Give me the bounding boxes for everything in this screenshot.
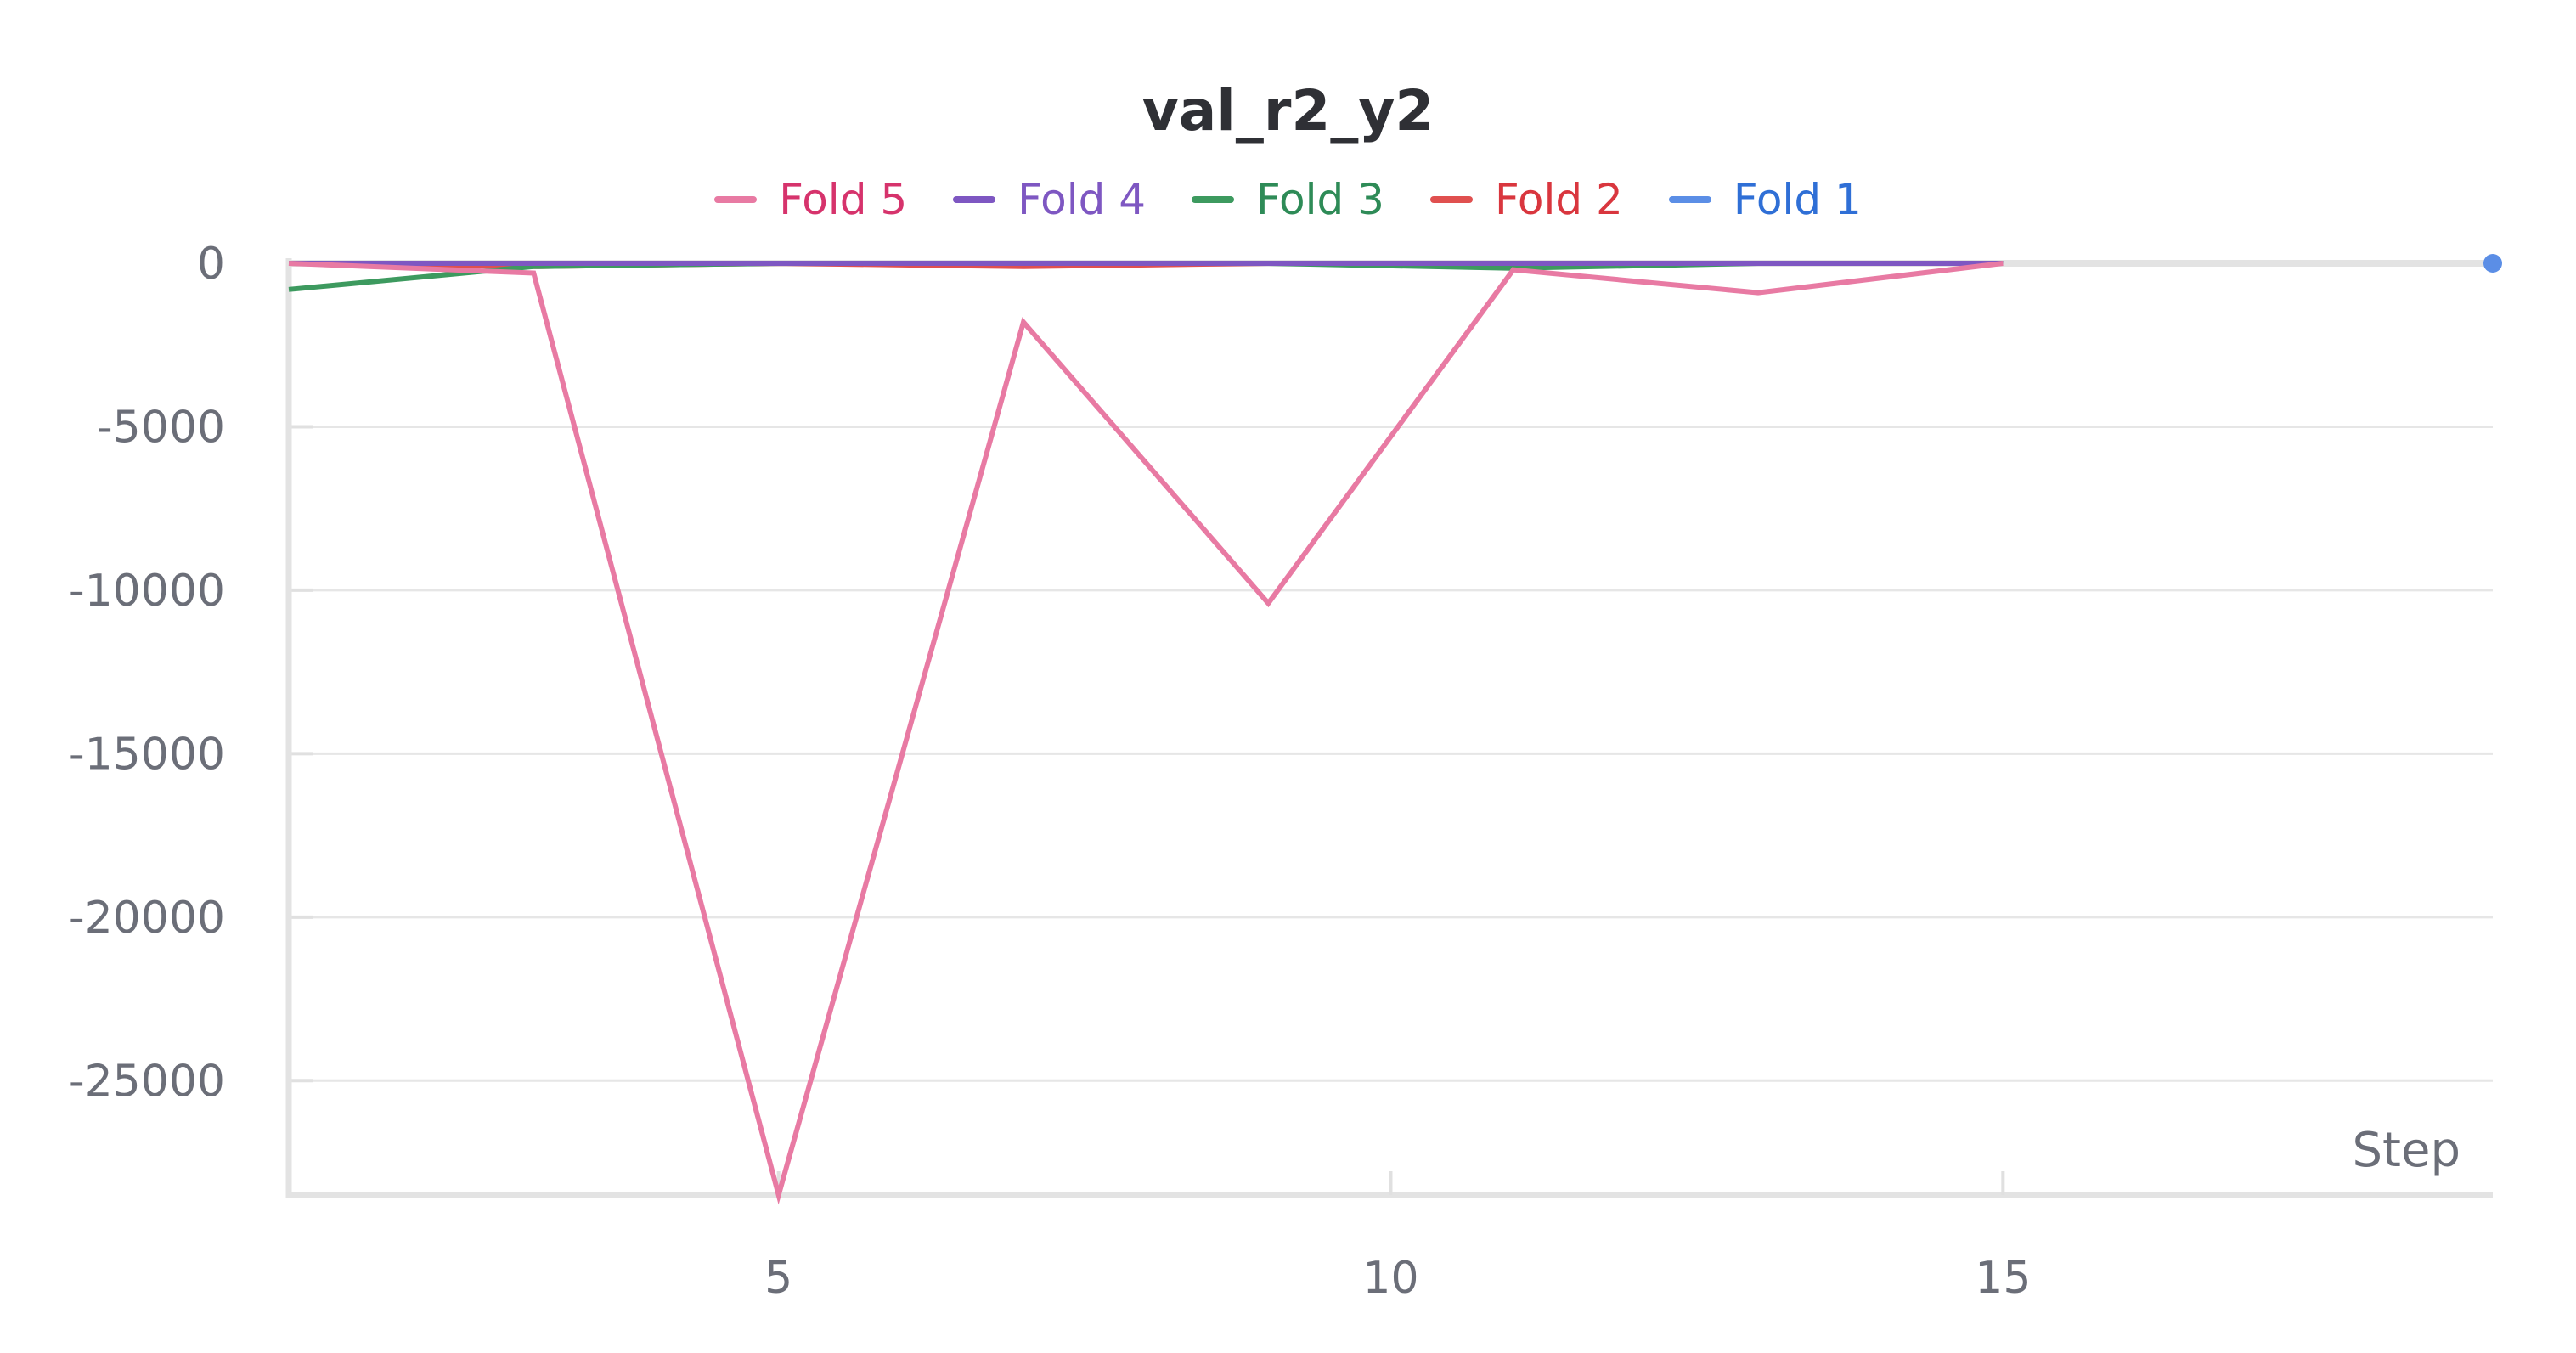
legend-label: Fold 1 [1733, 175, 1862, 224]
series-line-fold-5 [288, 261, 2004, 1205]
legend-label: Fold 5 [779, 175, 908, 224]
series-lines [288, 254, 2502, 1205]
y-tick-label: -5000 [97, 402, 225, 453]
axes [285, 258, 2493, 1198]
legend-item-fold-4[interactable]: Fold 4 [953, 175, 1146, 224]
x-tick-label: 5 [764, 1253, 792, 1304]
series-point-fold-1 [2483, 254, 2502, 273]
y-tick-label: -20000 [69, 893, 225, 944]
legend-swatch [1192, 196, 1235, 203]
y-tick-label: 0 [197, 239, 225, 290]
x-tick-label: 10 [1362, 1253, 1418, 1304]
tick-labels: 0 -5000 -10000 -15000 -20000 -25000 5 10 15 Step [69, 239, 2460, 1304]
y-tick-label: -15000 [69, 729, 225, 780]
legend-swatch [1668, 196, 1711, 203]
legend-item-fold-1[interactable]: Fold 1 [1668, 175, 1862, 224]
legend-swatch [1429, 196, 1473, 203]
legend-swatch [714, 196, 758, 203]
legend-swatch [953, 196, 996, 203]
legend-label: Fold 3 [1256, 175, 1384, 224]
legend-label: Fold 2 [1494, 175, 1623, 224]
legend: Fold 5 Fold 4 Fold 3 Fold 2 Fold 1 [0, 170, 2576, 229]
y-tick-label: -10000 [69, 566, 225, 617]
legend-item-fold-5[interactable]: Fold 5 [714, 175, 907, 224]
legend-item-fold-3[interactable]: Fold 3 [1192, 175, 1384, 224]
grid-lines [289, 425, 2493, 1082]
y-tick-label: -25000 [69, 1056, 225, 1107]
x-axis-label: Step [2352, 1123, 2460, 1178]
chart-title: val_r2_y2 [1141, 78, 1435, 144]
legend-item-fold-2[interactable]: Fold 2 [1429, 175, 1623, 224]
legend-label: Fold 4 [1017, 175, 1147, 224]
x-tick-label: 15 [1975, 1253, 2031, 1304]
